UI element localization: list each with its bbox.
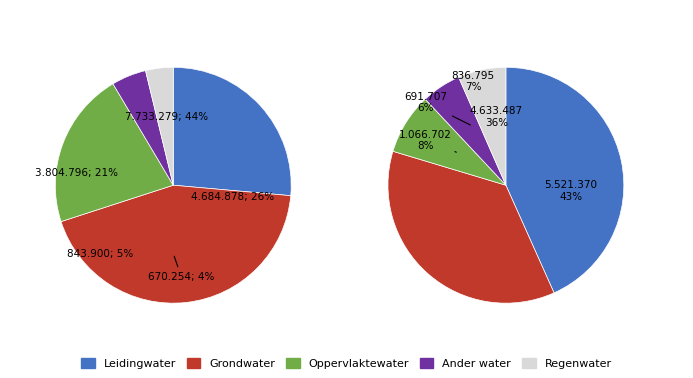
- Wedge shape: [426, 77, 506, 185]
- Text: 836.795
7%: 836.795 7%: [451, 71, 494, 92]
- Legend: Leidingwater, Grondwater, Oppervlaktewater, Ander water, Regenwater: Leidingwater, Grondwater, Oppervlaktewat…: [78, 355, 615, 372]
- Wedge shape: [173, 67, 291, 196]
- Text: 7.733.279; 44%: 7.733.279; 44%: [125, 112, 208, 122]
- Wedge shape: [113, 71, 173, 185]
- Text: 4.633.487
36%: 4.633.487 36%: [470, 106, 523, 128]
- Wedge shape: [388, 151, 554, 303]
- Text: 4.684.878; 26%: 4.684.878; 26%: [191, 192, 274, 202]
- Text: 691.707
6%: 691.707 6%: [404, 92, 471, 125]
- Wedge shape: [61, 185, 291, 303]
- Text: 843.900; 5%: 843.900; 5%: [67, 249, 133, 259]
- Wedge shape: [393, 99, 506, 185]
- Wedge shape: [146, 67, 173, 185]
- Text: 1.066.702
8%: 1.066.702 8%: [399, 130, 457, 152]
- Wedge shape: [55, 84, 173, 222]
- Text: 3.804.796; 21%: 3.804.796; 21%: [35, 169, 118, 178]
- Wedge shape: [459, 67, 506, 185]
- Text: 670.254; 4%: 670.254; 4%: [148, 256, 215, 282]
- Wedge shape: [506, 67, 624, 293]
- Text: 5.521.370
43%: 5.521.370 43%: [544, 180, 597, 202]
